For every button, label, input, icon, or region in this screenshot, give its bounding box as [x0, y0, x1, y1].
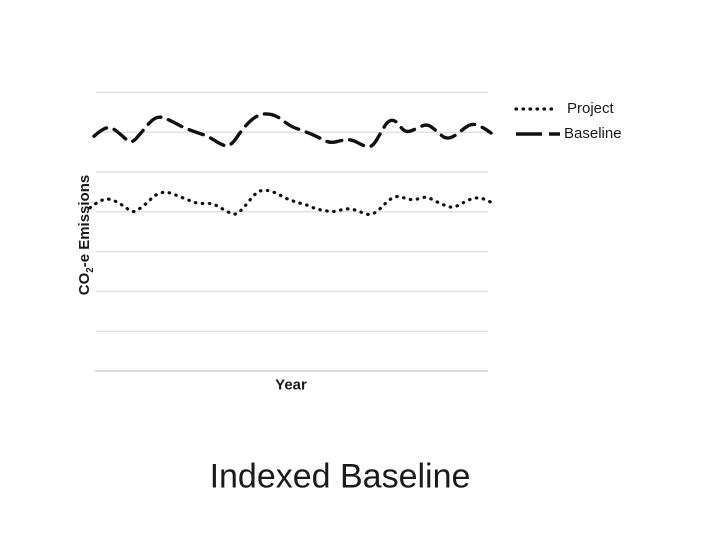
y-axis-label-prefix: CO: [76, 272, 93, 296]
legend-label-project: Project: [567, 100, 614, 117]
project-dotted-line-icon: [514, 106, 558, 111]
slide-title: Indexed Baseline: [209, 457, 471, 496]
x-axis-label: Year: [275, 376, 307, 394]
y-axis-label-subscript: 2: [85, 267, 96, 273]
legend-entry-baseline: Baseline: [514, 121, 622, 146]
chart-legend: Project Baseline: [514, 96, 622, 146]
legend-entry-project: Project: [514, 96, 622, 121]
y-axis-label: CO2-e Emissions: [76, 175, 96, 295]
legend-label-baseline: Baseline: [564, 125, 622, 142]
baseline-dashed-line-icon: [516, 131, 560, 136]
y-axis-label-suffix: -e Emissions: [76, 174, 93, 268]
